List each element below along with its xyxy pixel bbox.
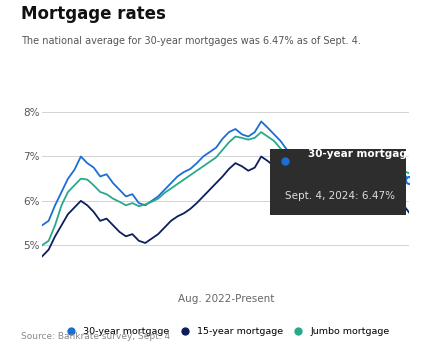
Text: Sept. 4, 2024: 6.47%: Sept. 4, 2024: 6.47% xyxy=(284,191,395,201)
Legend: 30-year mortgage, 15-year mortgage, Jumbo mortgage: 30-year mortgage, 15-year mortgage, Jumb… xyxy=(58,323,394,339)
Text: Source: Bankrate survey, Sept. 4: Source: Bankrate survey, Sept. 4 xyxy=(21,332,170,341)
Text: 30-year mortgage: 30-year mortgage xyxy=(308,149,414,159)
Text: The national average for 30-year mortgages was 6.47% as of Sept. 4.: The national average for 30-year mortgag… xyxy=(21,36,361,46)
Text: Aug. 2022-Present: Aug. 2022-Present xyxy=(178,294,274,304)
FancyBboxPatch shape xyxy=(270,149,406,215)
Text: Mortgage rates: Mortgage rates xyxy=(21,5,166,23)
